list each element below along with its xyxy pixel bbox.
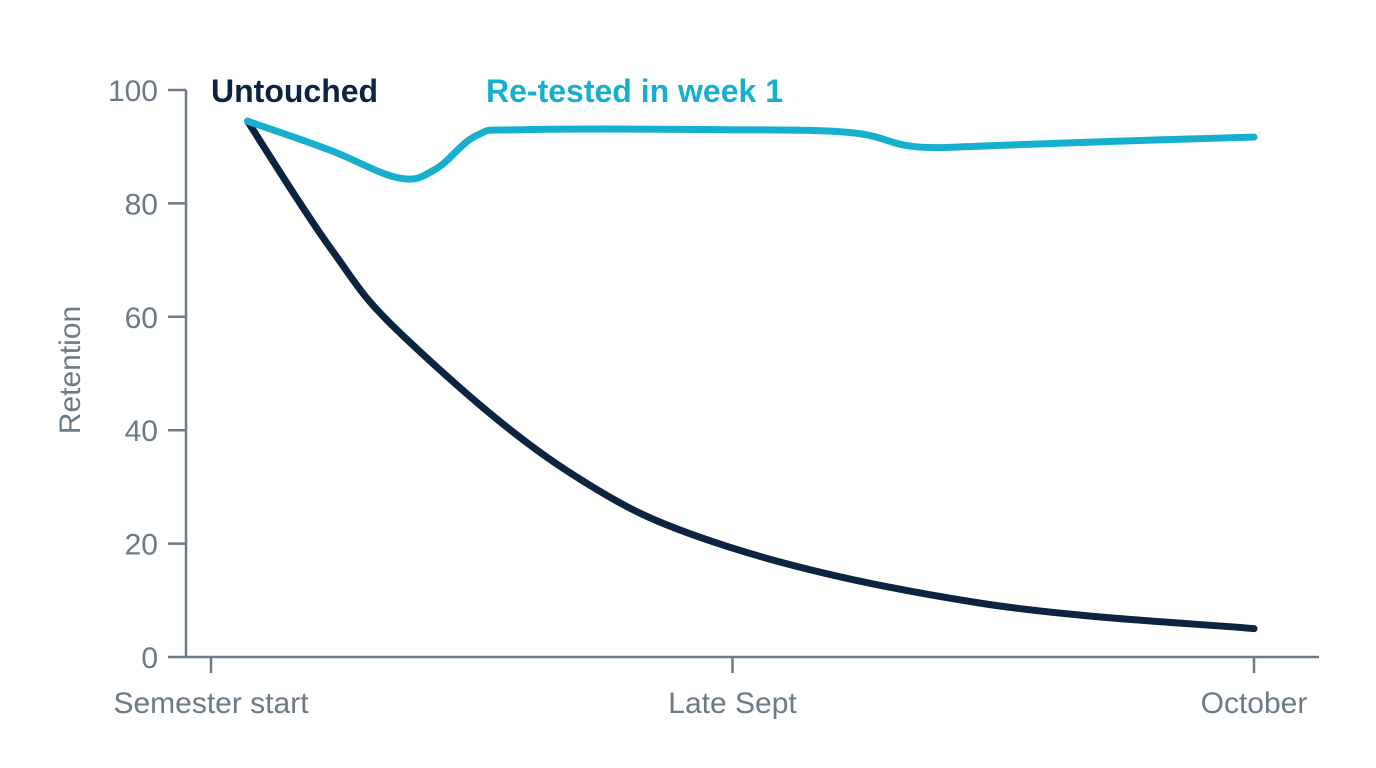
y-tick-label: 100 (108, 75, 158, 108)
y-tick-label: 80 (125, 188, 158, 221)
x-tick-label: Semester start (113, 687, 309, 720)
axes (184, 90, 1319, 659)
series-label-untouched: Untouched (211, 73, 378, 109)
series-line-untouched (244, 117, 1258, 633)
x-tick-label: October (1201, 687, 1308, 720)
x-ticks: Semester start Late Sept October (113, 657, 1307, 720)
series-label-retested: Re-tested in week 1 (486, 73, 783, 109)
series-line-retested (244, 117, 1258, 183)
series-lines (244, 117, 1258, 633)
series-labels: Untouched Re-tested in week 1 (211, 73, 783, 109)
y-tick-label: 60 (125, 302, 158, 335)
y-ticks: 0 20 40 60 80 100 (108, 75, 186, 675)
y-tick-label: 20 (125, 529, 158, 562)
x-tick-label: Late Sept (668, 687, 797, 720)
y-tick-label: 40 (125, 415, 158, 448)
y-axis-title: Retention (54, 306, 87, 434)
y-tick-label: 0 (141, 642, 158, 675)
